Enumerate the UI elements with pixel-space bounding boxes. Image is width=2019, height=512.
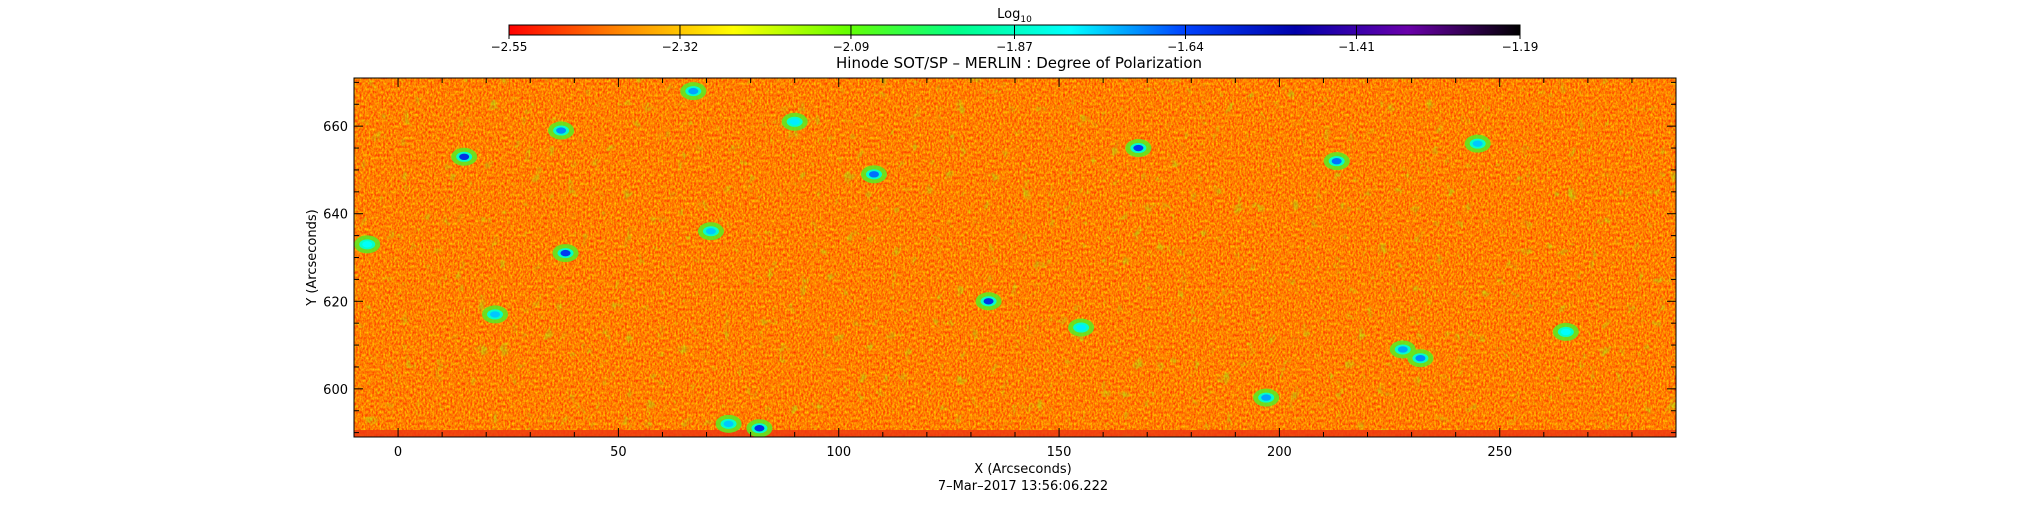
polarization-patch [1323,152,1350,171]
x-tick-label: 250 [1487,445,1512,460]
plot-area: 0 50 100 150 200 250 600 620 640 660 [323,77,1677,460]
patch-core [688,87,699,95]
x-axis-ticks: 0 50 100 150 200 250 [353,78,1677,460]
x-tick-label: 50 [610,445,627,460]
patch-core [1133,144,1144,152]
heatmap-image [354,78,1676,437]
colorbar-tick-label: −1.64 [1167,40,1204,54]
colorbar-tick-label: −2.55 [491,40,528,54]
patch-core [1560,328,1571,336]
patch-core [362,241,373,248]
polarization-patch [680,82,707,101]
colorbar-ticks: −2.55 −2.32 −2.09 −1.87 −1.64 −1.41 −1.19 [491,25,1539,54]
chart-title: Hinode SOT/SP – MERLIN : Degree of Polar… [836,54,1202,72]
colorbar-tick-label: −1.19 [1502,40,1539,54]
y-tick-label: 660 [323,120,348,135]
colorbar-tick-label: −2.32 [662,40,699,54]
y-tick-label: 620 [323,295,348,310]
patch-core [723,420,734,428]
patch-core [705,228,716,235]
patch-core [868,171,879,178]
polarization-patch [1125,139,1152,158]
polarization-patch [1407,349,1434,368]
patch-core [459,153,470,161]
y-axis-ticks: 600 620 640 660 [323,81,1676,434]
patch-core [1397,346,1408,353]
colorbar-tick-label: −1.87 [996,40,1033,54]
polarization-patch [1552,322,1579,341]
polarization-patch [1253,388,1280,407]
polarization-patch [482,305,509,324]
polarization-patch [975,292,1002,311]
patch-core [556,127,567,134]
x-tick-label: 100 [826,445,851,460]
y-tick-label: 600 [323,383,348,398]
y-axis-label: Y (Arcseconds) [305,209,320,306]
polarization-patch [746,419,773,437]
patch-core [789,118,800,125]
patch-core [1261,394,1272,401]
polarization-patch [548,121,575,140]
colorbar-label: Log10 [997,7,1032,25]
patch-core [1472,140,1483,147]
x-tick-label: 0 [394,445,402,460]
polarization-patch [697,222,724,241]
polarization-patch [860,165,887,184]
colorbar-tick-label: −2.09 [833,40,870,54]
patch-core [1076,324,1087,331]
timestamp: 7–Mar–2017 13:56:06.222 [938,479,1108,494]
patch-core [754,425,765,432]
polarization-patch [354,235,381,254]
x-tick-label: 150 [1047,445,1072,460]
polarization-patch [715,414,742,433]
patch-core [1331,157,1342,165]
patch-core [983,298,994,305]
patch-core [490,311,501,318]
polarization-patch [781,112,808,131]
patch-core [560,249,571,257]
colorbar-tick-label: −1.41 [1338,40,1375,54]
x-axis-label: X (Arcseconds) [974,462,1071,477]
x-tick-label: 200 [1267,445,1292,460]
patch-core [1415,354,1426,362]
polarization-patch [552,244,579,263]
polarization-patch [1389,340,1416,359]
polarization-patch [1464,134,1491,153]
polarization-patch [451,147,478,166]
colorbar: Log10 −2.55 −2.32 −2.09 −1.87 −1.64 −1.41 −1.1… [491,7,1539,54]
y-tick-label: 640 [323,208,348,223]
polarization-patches [354,82,1579,437]
polarization-patch [1068,318,1095,337]
